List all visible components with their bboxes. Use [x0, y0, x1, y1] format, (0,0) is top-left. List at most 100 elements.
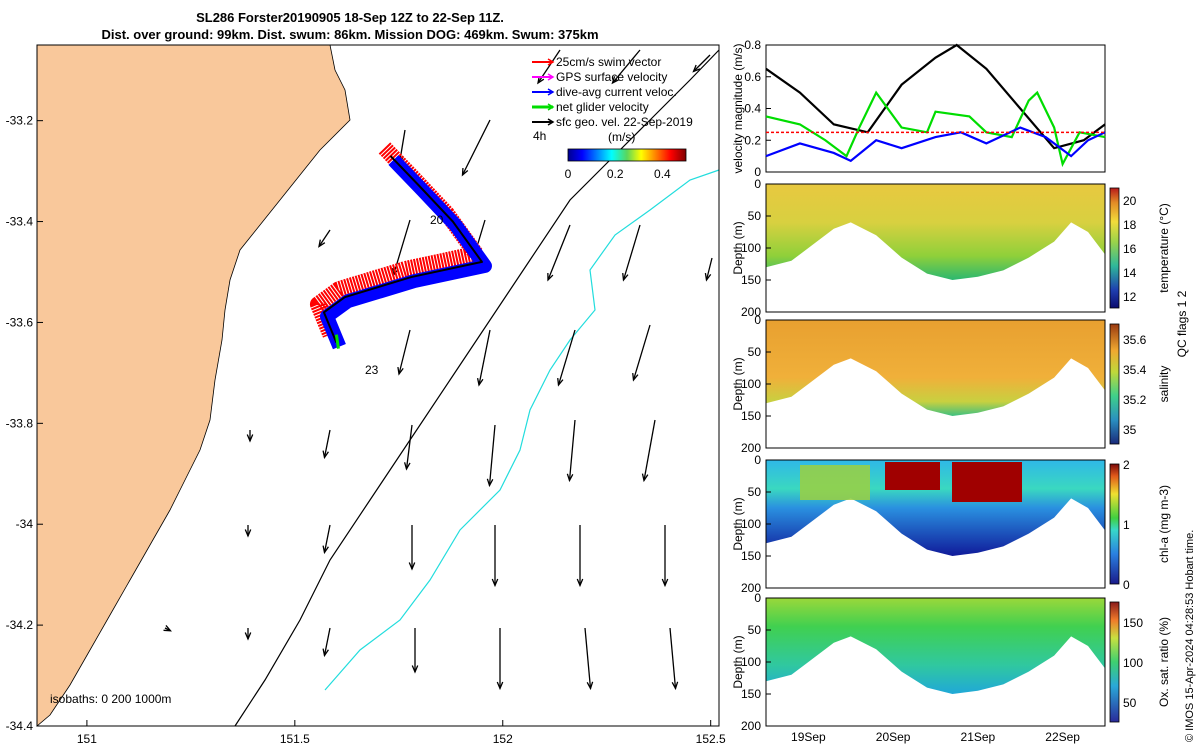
- colorbar-tick-label: 18: [1123, 218, 1137, 232]
- x-tick-label: 152.5: [696, 732, 726, 746]
- legend-entry: GPS surface velocity: [556, 70, 667, 84]
- geo-velocity-arrowhead: [557, 377, 564, 387]
- y-tick-label: -34: [16, 517, 34, 531]
- legend-swatch-arrow: [547, 73, 555, 81]
- geo-velocity-arrowhead: [403, 462, 411, 471]
- y-tick-label: 150: [741, 409, 761, 423]
- geo-velocity-arrowhead: [671, 681, 679, 691]
- map-panel: 151 151.5 152 152.5 -33.2 -33.4 -33.6 -33.8 -34 -…: [6, 44, 726, 746]
- y-tick-label: 100: [741, 517, 761, 531]
- geo-velocity-arrow: [318, 229, 331, 247]
- colorbar-tick-label: 0: [565, 167, 572, 181]
- y-tick-label: -33.4: [6, 215, 34, 229]
- colorbar-tick-label: 0: [1123, 578, 1130, 592]
- y-tick-label: 100: [741, 241, 761, 255]
- legend-swatch-arrow: [547, 103, 555, 111]
- geo-velocity-arrow: [632, 324, 651, 381]
- legend-entry: sfc geo. vel. 22-Sep-2019: [556, 115, 693, 129]
- colorbar-tick-label: 35.4: [1123, 363, 1147, 377]
- geo-velocity-arrowhead: [622, 272, 629, 282]
- legend-entry: net glider velocity: [556, 100, 649, 114]
- section-colorbar: [1109, 187, 1120, 309]
- isobath-1000m: [324, 169, 720, 691]
- geo-velocity-arrow: [478, 329, 491, 386]
- geo-velocity-arrow: [693, 54, 711, 72]
- geo-velocity-arrow: [461, 119, 491, 176]
- y-tick-label: 0.4: [744, 102, 761, 116]
- geo-velocity-arrowhead: [611, 76, 620, 85]
- geo-velocity-arrowhead: [322, 545, 329, 555]
- y-tick-label: -33.6: [6, 315, 34, 329]
- velocity-series-line: [765, 126, 1106, 163]
- geo-velocity-arrowhead: [491, 578, 499, 588]
- x-tick-label: 20Sep: [876, 730, 911, 744]
- section-temperature: 0 50 100 150 200 Depth (m) 12 14 16 18 20 temperatu…: [731, 177, 1171, 319]
- geo-velocity-arrowhead: [632, 372, 639, 382]
- geo-velocity-arrow: [612, 49, 641, 84]
- y-tick-label: 150: [741, 273, 761, 287]
- geo-velocity-arrowhead: [322, 648, 329, 658]
- y-tick-label: 150: [741, 549, 761, 563]
- y-tick-label: -34.2: [6, 618, 34, 632]
- x-tick-label: 151: [77, 732, 97, 746]
- y-tick-label: 50: [748, 209, 762, 223]
- geo-velocity-arrowhead: [496, 681, 504, 691]
- isobath-note: isobaths: 0 200 1000m: [50, 692, 171, 706]
- day-label-23: 23: [365, 363, 379, 377]
- x-tick-label: 21Sep: [961, 730, 996, 744]
- geo-velocity-arrow: [705, 257, 713, 281]
- y-tick-label: -33.2: [6, 114, 34, 128]
- geo-velocity-arrow: [584, 627, 592, 689]
- legend-entry: 25cm/s swim vector: [556, 55, 661, 69]
- interval-label: 4h: [533, 129, 546, 143]
- y-tick-label: 150: [741, 687, 761, 701]
- glider-track: [322, 155, 483, 344]
- legend-swatch-arrow: [547, 118, 555, 126]
- geo-velocity-arrowhead: [411, 665, 419, 674]
- colorbar-tick-label: 14: [1123, 266, 1137, 280]
- geo-velocity-arrowhead: [397, 366, 404, 376]
- y-tick-label: 0: [754, 165, 761, 179]
- swim-vector-band: [309, 142, 484, 338]
- section-colorbar: [1109, 463, 1120, 585]
- geo-velocity-arrowhead: [566, 473, 574, 483]
- y-tick-label: 0: [754, 453, 761, 467]
- chl-high-patch: [885, 462, 940, 490]
- geo-velocity-arrow: [557, 329, 576, 386]
- colorbar-tick-label: 100: [1123, 656, 1143, 670]
- geo-velocity-arrow: [643, 419, 656, 481]
- geo-velocity-arrowhead: [244, 529, 252, 538]
- geo-velocity-arrowhead: [486, 478, 494, 488]
- colorbar-label: salinity: [1157, 366, 1171, 403]
- y-tick-label: 200: [741, 581, 761, 595]
- geo-velocity-arrowhead: [322, 450, 329, 460]
- y-tick-label: 0.8: [744, 38, 761, 52]
- colorbar-tick-label: 12: [1123, 290, 1137, 304]
- y-tick-label: 50: [748, 345, 762, 359]
- geo-velocity-arrowhead: [408, 562, 416, 571]
- section-salinity: 0 50 100 150 200 Depth (m) 35 35.2 35.4 35.6 salin…: [731, 290, 1189, 455]
- geo-velocity-arrowhead: [547, 272, 554, 282]
- y-tick-label: -33.8: [6, 416, 34, 430]
- section-data-fill: [766, 184, 1105, 280]
- colorbar-label: chl-a (mg m-3): [1157, 485, 1171, 563]
- chart-subtitle: Dist. over ground: 99km. Dist. swum: 86k…: [101, 27, 599, 42]
- colorbar-tick-label: 16: [1123, 242, 1137, 256]
- section-colorbar: [1109, 601, 1120, 723]
- legend-swatch-arrow: [547, 58, 555, 66]
- y-tick-label: 200: [741, 719, 761, 733]
- colorbar-tick-label: 2: [1123, 458, 1130, 472]
- map-frame: [36, 44, 720, 727]
- section-chlorophyll: 0 50 100 150 200 Depth (m) 0 1 2 chl-a (mg m-3): [731, 453, 1171, 595]
- x-tick-label: 151.5: [280, 732, 310, 746]
- geo-velocity-arrow: [405, 424, 413, 470]
- colorbar-label: Ox. sat. ratio (%): [1157, 617, 1171, 707]
- y-axis-label: Depth (m): [731, 497, 745, 550]
- y-tick-label: 200: [741, 305, 761, 319]
- x-tick-label: 152: [493, 732, 513, 746]
- net-velocity-segment: [334, 334, 340, 349]
